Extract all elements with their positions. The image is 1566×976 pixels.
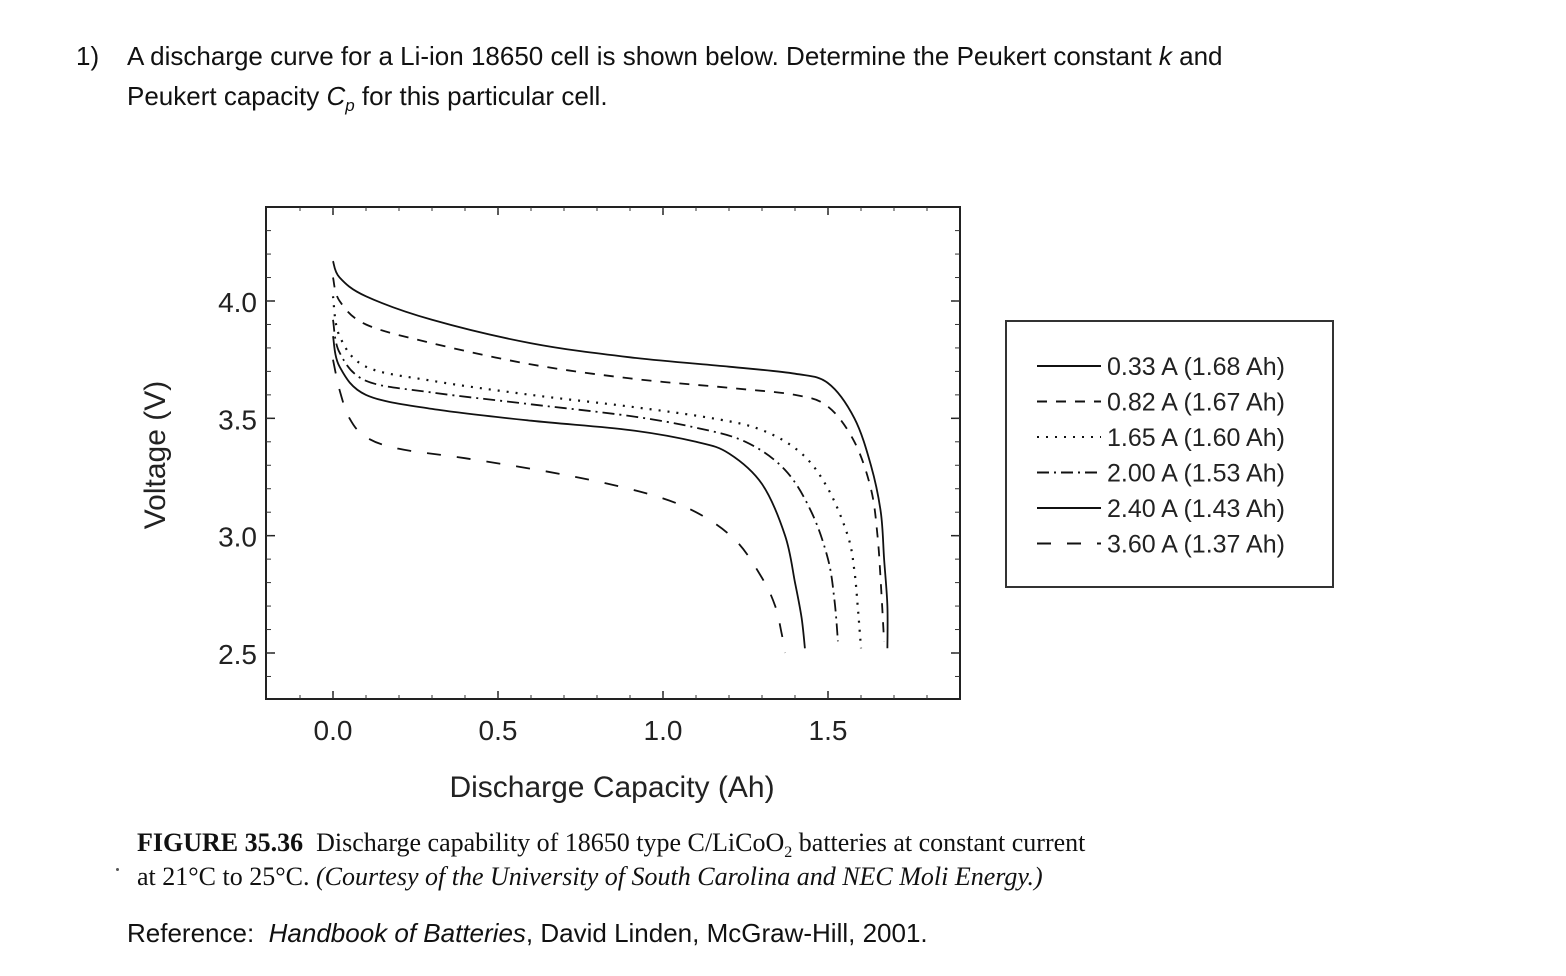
series-line-2 — [332, 277, 885, 642]
caption-credit: (Courtesy of the University of South Car… — [315, 862, 1043, 891]
legend-label: 0.82 A (1.67 Ah) — [1107, 389, 1285, 417]
x-axis-label: Discharge Capacity (Ah) — [449, 771, 774, 804]
figure-caption-line-1: FIGURE 35.36 Discharge capability of 186… — [137, 828, 1085, 862]
reference-book: Handbook of Batteries — [268, 918, 526, 948]
x-tick-label: 1.0 — [644, 715, 683, 746]
x-tick-label: 0.5 — [479, 715, 518, 746]
series-line-5 — [332, 336, 806, 649]
reference-line: Reference: Handbook of Batteries, David … — [127, 918, 928, 949]
tick-labels: 0.0 0.5 1.0 1.5 2.5 3.0 3.5 4.0 — [218, 287, 847, 746]
question-text-1a: A discharge curve for a Li-ion 18650 cel… — [127, 41, 1159, 71]
series-group — [331, 260, 889, 654]
y-tick-label: 3.0 — [218, 522, 257, 553]
reference-suffix: , David Linden, McGraw-Hill, 2001. — [525, 918, 928, 948]
reference-prefix: Reference: — [127, 918, 269, 948]
question-text-2b: for this particular cell. — [354, 81, 608, 111]
y-tick-label: 3.5 — [218, 404, 257, 435]
question-text-2a: Peukert capacity — [127, 81, 327, 111]
question-line-2: Peukert capacity Cp for this particular … — [127, 81, 608, 116]
legend-label: 3.60 A (1.37 Ah) — [1107, 531, 1285, 559]
legend-label: 2.40 A (1.43 Ah) — [1107, 495, 1285, 523]
caption-text-b: batteries at constant current — [792, 828, 1086, 857]
caption-text-a: Discharge capability of 18650 type C/LiC… — [303, 828, 785, 857]
figure-label: FIGURE 35.36 — [137, 828, 304, 857]
x-tick-label: 1.5 — [809, 715, 848, 746]
figure-caption-line-2: at 21°C to 25°C. (Courtesy of the Univer… — [137, 862, 1043, 892]
question-text-1b: and — [1171, 41, 1223, 71]
peukert-k-symbol: k — [1158, 41, 1172, 71]
legend: 0.33 A (1.68 Ah) 0.82 A (1.67 Ah) 1.65 A (… — [1037, 353, 1285, 559]
series-line-4 — [332, 319, 839, 642]
series-line-6 — [332, 359, 786, 654]
question-number: 1) — [76, 41, 100, 71]
y-tick-label: 2.5 — [218, 639, 257, 670]
speck — [116, 868, 119, 871]
peukert-cp-subscript: p — [345, 96, 355, 116]
legend-box — [1005, 320, 1334, 588]
x-tick-label: 0.0 — [314, 715, 353, 746]
legend-label: 0.33 A (1.68 Ah) — [1107, 353, 1285, 381]
y-tick-label: 4.0 — [218, 287, 257, 318]
series-line-1 — [332, 260, 889, 649]
y-axis-label: Voltage (V) — [139, 381, 172, 529]
axis-ticks — [266, 207, 960, 699]
peukert-cp-symbol: C — [326, 81, 346, 111]
series-line-3 — [331, 296, 863, 649]
plot-frame — [265, 206, 961, 700]
caption-line2-a: at 21°C to 25°C. — [137, 862, 316, 891]
legend-label: 2.00 A (1.53 Ah) — [1107, 460, 1285, 488]
legend-label: 1.65 A (1.60 Ah) — [1107, 424, 1285, 452]
caption-subscript: 2 — [784, 844, 793, 862]
question-line-1: A discharge curve for a Li-ion 18650 cel… — [127, 41, 1223, 72]
